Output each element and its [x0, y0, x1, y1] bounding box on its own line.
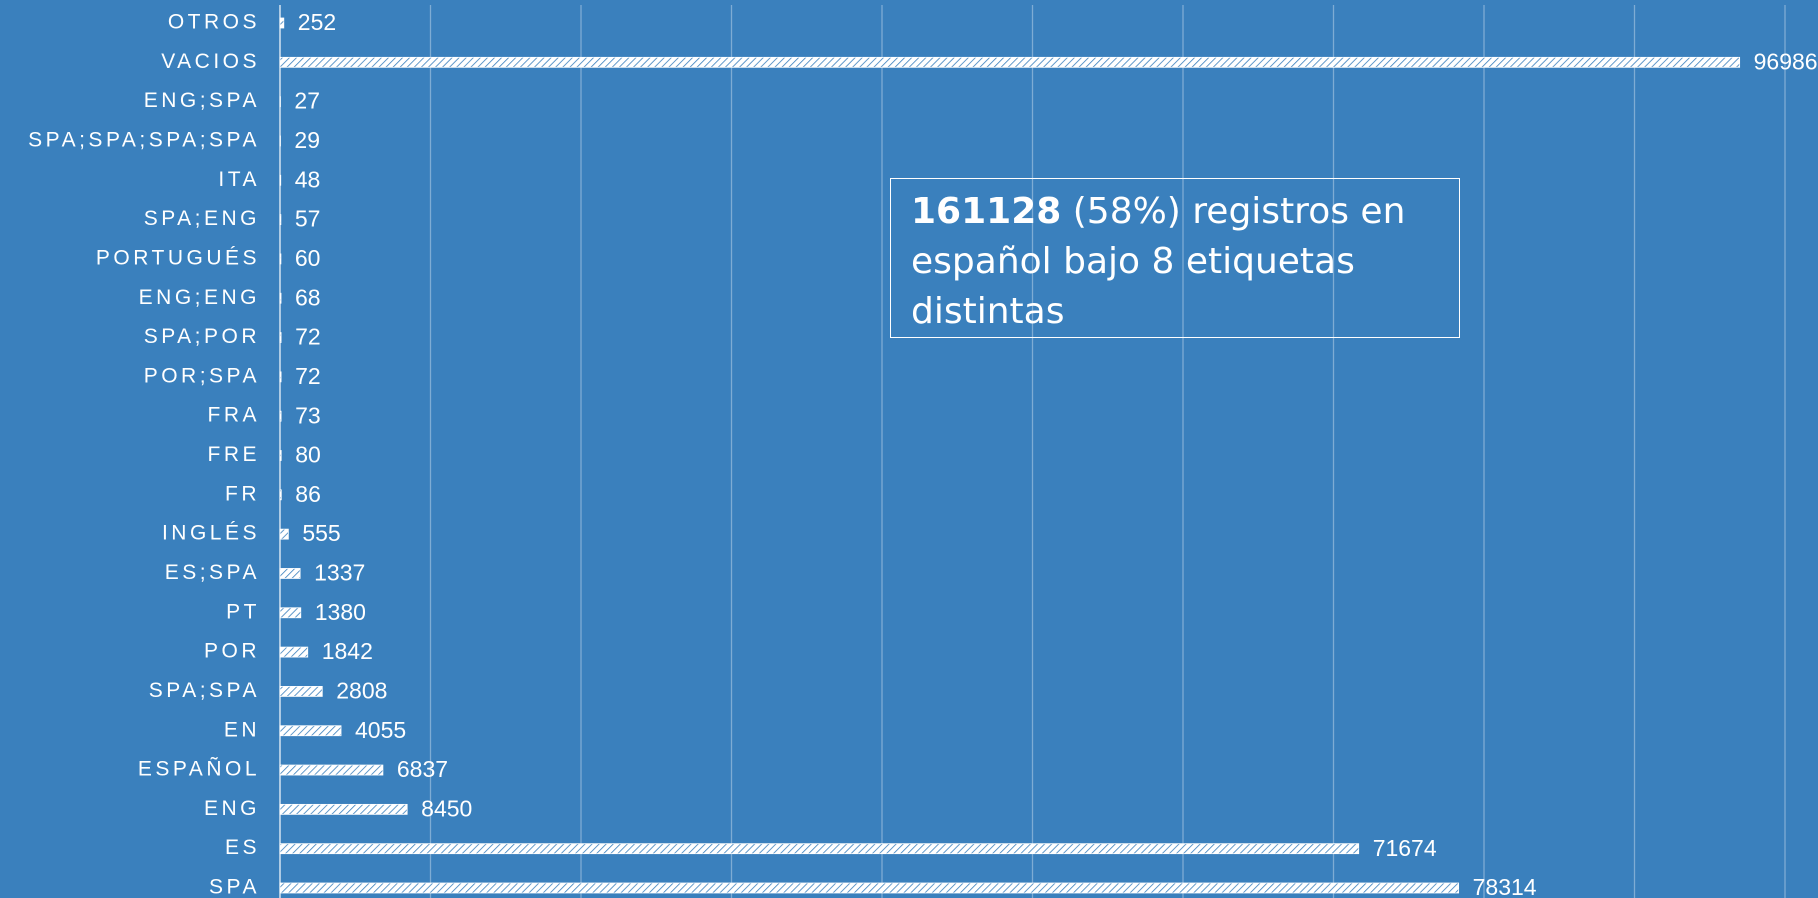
- value-label: 2808: [336, 677, 387, 703]
- bar: [279, 843, 1360, 855]
- y-tick-label: POR;SPA: [144, 364, 260, 387]
- value-label: 252: [298, 9, 336, 35]
- annotation-bold: 161128: [911, 191, 1062, 232]
- bar: [279, 686, 323, 697]
- value-label: 6837: [397, 756, 448, 782]
- y-tick-label: SPA;SPA: [149, 679, 260, 702]
- y-tick-label: PORTUGUÉS: [96, 246, 260, 269]
- bar: [279, 214, 282, 225]
- value-label: 29: [294, 127, 320, 153]
- bar: [279, 568, 301, 579]
- y-tick-label: ES;SPA: [165, 561, 260, 584]
- y-tick-label: SPA;POR: [144, 325, 260, 348]
- y-tick-label: EN: [224, 718, 260, 741]
- bar: [279, 56, 1741, 68]
- value-label: 68: [295, 284, 321, 310]
- value-label: 8450: [421, 795, 472, 821]
- y-tick-label: OTROS: [168, 11, 260, 34]
- y-tick-label: FRE: [208, 443, 261, 466]
- bar: [279, 253, 282, 265]
- value-label: 73: [295, 402, 321, 428]
- value-label: 72: [295, 363, 321, 389]
- value-label: 71674: [1373, 835, 1437, 861]
- value-label: 4055: [355, 717, 406, 743]
- value-label: 72: [295, 324, 321, 350]
- y-tick-label: INGLÉS: [162, 522, 260, 545]
- value-label: 60: [295, 245, 321, 271]
- value-label: 80: [295, 442, 321, 468]
- bar: [279, 450, 282, 461]
- y-tick-label: ESPAÑOL: [138, 757, 260, 781]
- bar: [279, 803, 408, 815]
- y-tick-label: FR: [225, 482, 260, 505]
- y-tick-label: POR: [204, 640, 260, 663]
- value-label: 1337: [314, 560, 365, 586]
- y-tick-label: SPA: [209, 876, 260, 898]
- value-label: 1842: [322, 638, 373, 664]
- value-label: 555: [302, 520, 340, 546]
- value-label: 1380: [315, 599, 366, 625]
- value-label: 78314: [1473, 874, 1537, 898]
- bar: [279, 489, 282, 501]
- y-tick-label: SPA;ENG: [144, 207, 260, 230]
- y-tick-label: ENG;SPA: [144, 89, 260, 112]
- bar: [279, 646, 309, 658]
- value-label: 48: [295, 166, 321, 192]
- bar: [279, 17, 285, 29]
- y-tick-label: FRA: [208, 404, 261, 427]
- y-tick-label: ENG: [204, 797, 260, 820]
- bar: [279, 371, 282, 383]
- value-label: 86: [295, 481, 321, 507]
- bar: [279, 174, 282, 186]
- y-tick-label: VACIOS: [161, 50, 260, 73]
- bar: [279, 725, 342, 737]
- bar: [279, 882, 1460, 894]
- value-label: 27: [294, 88, 320, 114]
- y-tick-label: PT: [226, 600, 260, 623]
- bar: [279, 764, 384, 776]
- value-label: 96986: [1754, 48, 1818, 74]
- bar: [279, 292, 282, 304]
- bar: [279, 332, 282, 343]
- value-label: 57: [295, 206, 321, 232]
- y-tick-label: ITA: [218, 168, 260, 191]
- bar: [279, 607, 302, 619]
- annotation: 161128 (58%) registros en español bajo 8…: [890, 178, 1460, 338]
- y-tick-label: ENG;ENG: [139, 286, 260, 309]
- bar: [279, 528, 289, 540]
- bar: [279, 410, 282, 422]
- annotation-text: (58%) registros en español bajo 8 etique…: [911, 191, 1406, 332]
- y-tick-label: ES: [225, 836, 260, 859]
- y-tick-label: SPA;SPA;SPA;SPA: [28, 129, 260, 152]
